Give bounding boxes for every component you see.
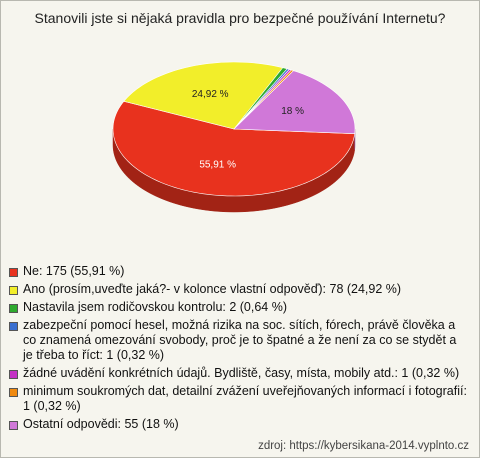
source: zdroj: https://kybersikana-2014.vyplnto.…	[258, 440, 469, 452]
data-label: 18 %	[281, 106, 304, 117]
legend-label: Ano (prosím,uveďte jaká?- v kolonce vlas…	[23, 282, 402, 296]
legend-label: Nastavila jsem rodičovskou kontrolu: 2 (…	[23, 300, 288, 314]
legend-item: Ne: 175 (55,91 %)	[9, 264, 469, 279]
legend-label: minimum soukromých dat, detailní zvážení…	[23, 384, 467, 413]
legend-swatch	[9, 388, 18, 397]
pie-area: 55,91 % 24,92 % 18 %	[112, 61, 356, 213]
data-label: 55,91 %	[199, 159, 236, 170]
legend: Ne: 175 (55,91 %) Ano (prosím,uveďte jaká…	[9, 264, 469, 435]
legend-item: minimum soukromých dat, detailní zvážení…	[9, 384, 469, 414]
legend-swatch	[9, 421, 18, 430]
chart-title: Stanovili jste si nějaká pravidla pro be…	[34, 10, 446, 26]
legend-swatch	[9, 286, 18, 295]
legend-label: zabezpeční pomocí hesel, možná rizika na…	[23, 318, 457, 362]
legend-swatch	[9, 370, 18, 379]
legend-item: Nastavila jsem rodičovskou kontrolu: 2 (…	[9, 300, 469, 315]
legend-label: žádné uvádění konkrétních údajů. Bydlišt…	[23, 366, 460, 380]
slice	[123, 61, 284, 130]
legend-swatch	[9, 322, 18, 331]
legend-item: Ano (prosím,uveďte jaká?- v kolonce vlas…	[9, 282, 469, 297]
legend-item: zabezpeční pomocí hesel, možná rizika na…	[9, 318, 469, 363]
legend-label: Ne: 175 (55,91 %)	[23, 264, 125, 278]
legend-swatch	[9, 268, 18, 277]
data-label: 24,92 %	[192, 89, 229, 100]
legend-swatch	[9, 304, 18, 313]
slice	[112, 100, 356, 197]
slice	[233, 70, 356, 134]
legend-label: Ostatní odpovědi: 55 (18 %)	[23, 417, 179, 431]
legend-item: Ostatní odpovědi: 55 (18 %)	[9, 417, 469, 432]
legend-item: žádné uvádění konkrétních údajů. Bydlišt…	[9, 366, 469, 381]
